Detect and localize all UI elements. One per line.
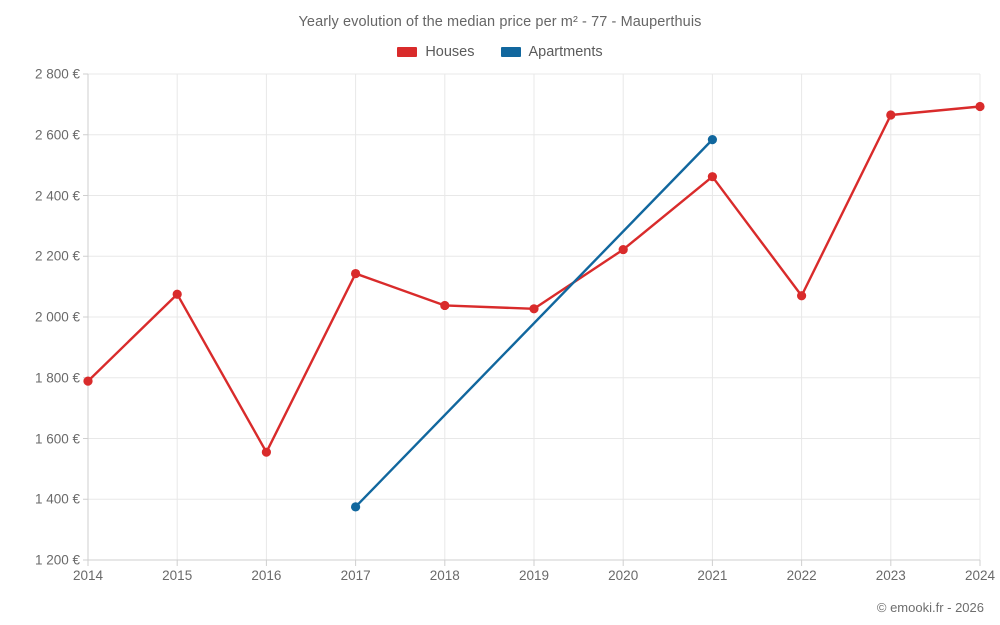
x-axis-label: 2023 [875, 568, 906, 583]
legend-swatch-houses [397, 47, 418, 57]
data-point-apartments [351, 502, 361, 512]
chart-title: Yearly evolution of the median price per… [298, 14, 702, 30]
y-axis-label: 2 200 € [34, 248, 80, 264]
legend-item-apartments[interactable]: Apartments [500, 44, 603, 60]
data-point-houses [707, 172, 718, 182]
x-axis-label: 2014 [72, 568, 104, 583]
data-point-houses [440, 300, 450, 311]
chart-legend: Houses Apartments [0, 44, 1000, 60]
data-point-houses [618, 244, 628, 255]
x-axis-label: 2021 [697, 568, 728, 583]
data-point-houses [975, 101, 985, 112]
legend-swatch-apartments [500, 47, 521, 57]
data-point-houses [172, 289, 182, 299]
data-point-houses [261, 447, 271, 457]
x-axis-label: 2024 [964, 568, 996, 583]
y-axis-tick-labels: 1 200 € 1 400 € 1 600 € 1 800 € 2 000 € 2 200… [14, 0, 80, 625]
x-axis-label: 2018 [429, 568, 460, 583]
legend-label-apartments: Apartments [528, 44, 603, 60]
y-axis-label: 2 800 € [34, 66, 80, 82]
data-point-houses [529, 304, 539, 314]
x-axis-label: 2020 [608, 568, 639, 583]
y-axis-label: 1 800 € [34, 370, 80, 386]
x-axis-label: 2019 [518, 568, 550, 583]
data-point-houses [83, 376, 93, 386]
x-axis-label: 2016 [251, 568, 282, 583]
footer-credit: © emooki.fr - 2026 [876, 600, 984, 615]
y-axis-label: 2 600 € [34, 127, 80, 143]
x-axis-label: 2017 [340, 568, 371, 583]
x-axis-label: 2015 [162, 568, 193, 583]
series-line-apartments [354, 138, 714, 509]
y-axis-label: 2 400 € [34, 188, 80, 203]
data-point-apartments [707, 135, 718, 145]
y-axis-label: 1 400 € [34, 491, 80, 507]
legend-label-houses: Houses [425, 44, 475, 60]
data-point-houses [886, 110, 896, 120]
legend-item-houses[interactable]: Houses [397, 44, 475, 60]
data-point-houses [797, 291, 807, 301]
y-axis-label: 1 600 € [34, 431, 80, 446]
data-point-houses [351, 268, 361, 279]
y-axis-label: 2 000 € [34, 309, 80, 325]
x-axis-label: 2022 [786, 568, 817, 583]
y-axis-label: 1 200 € [34, 552, 80, 568]
